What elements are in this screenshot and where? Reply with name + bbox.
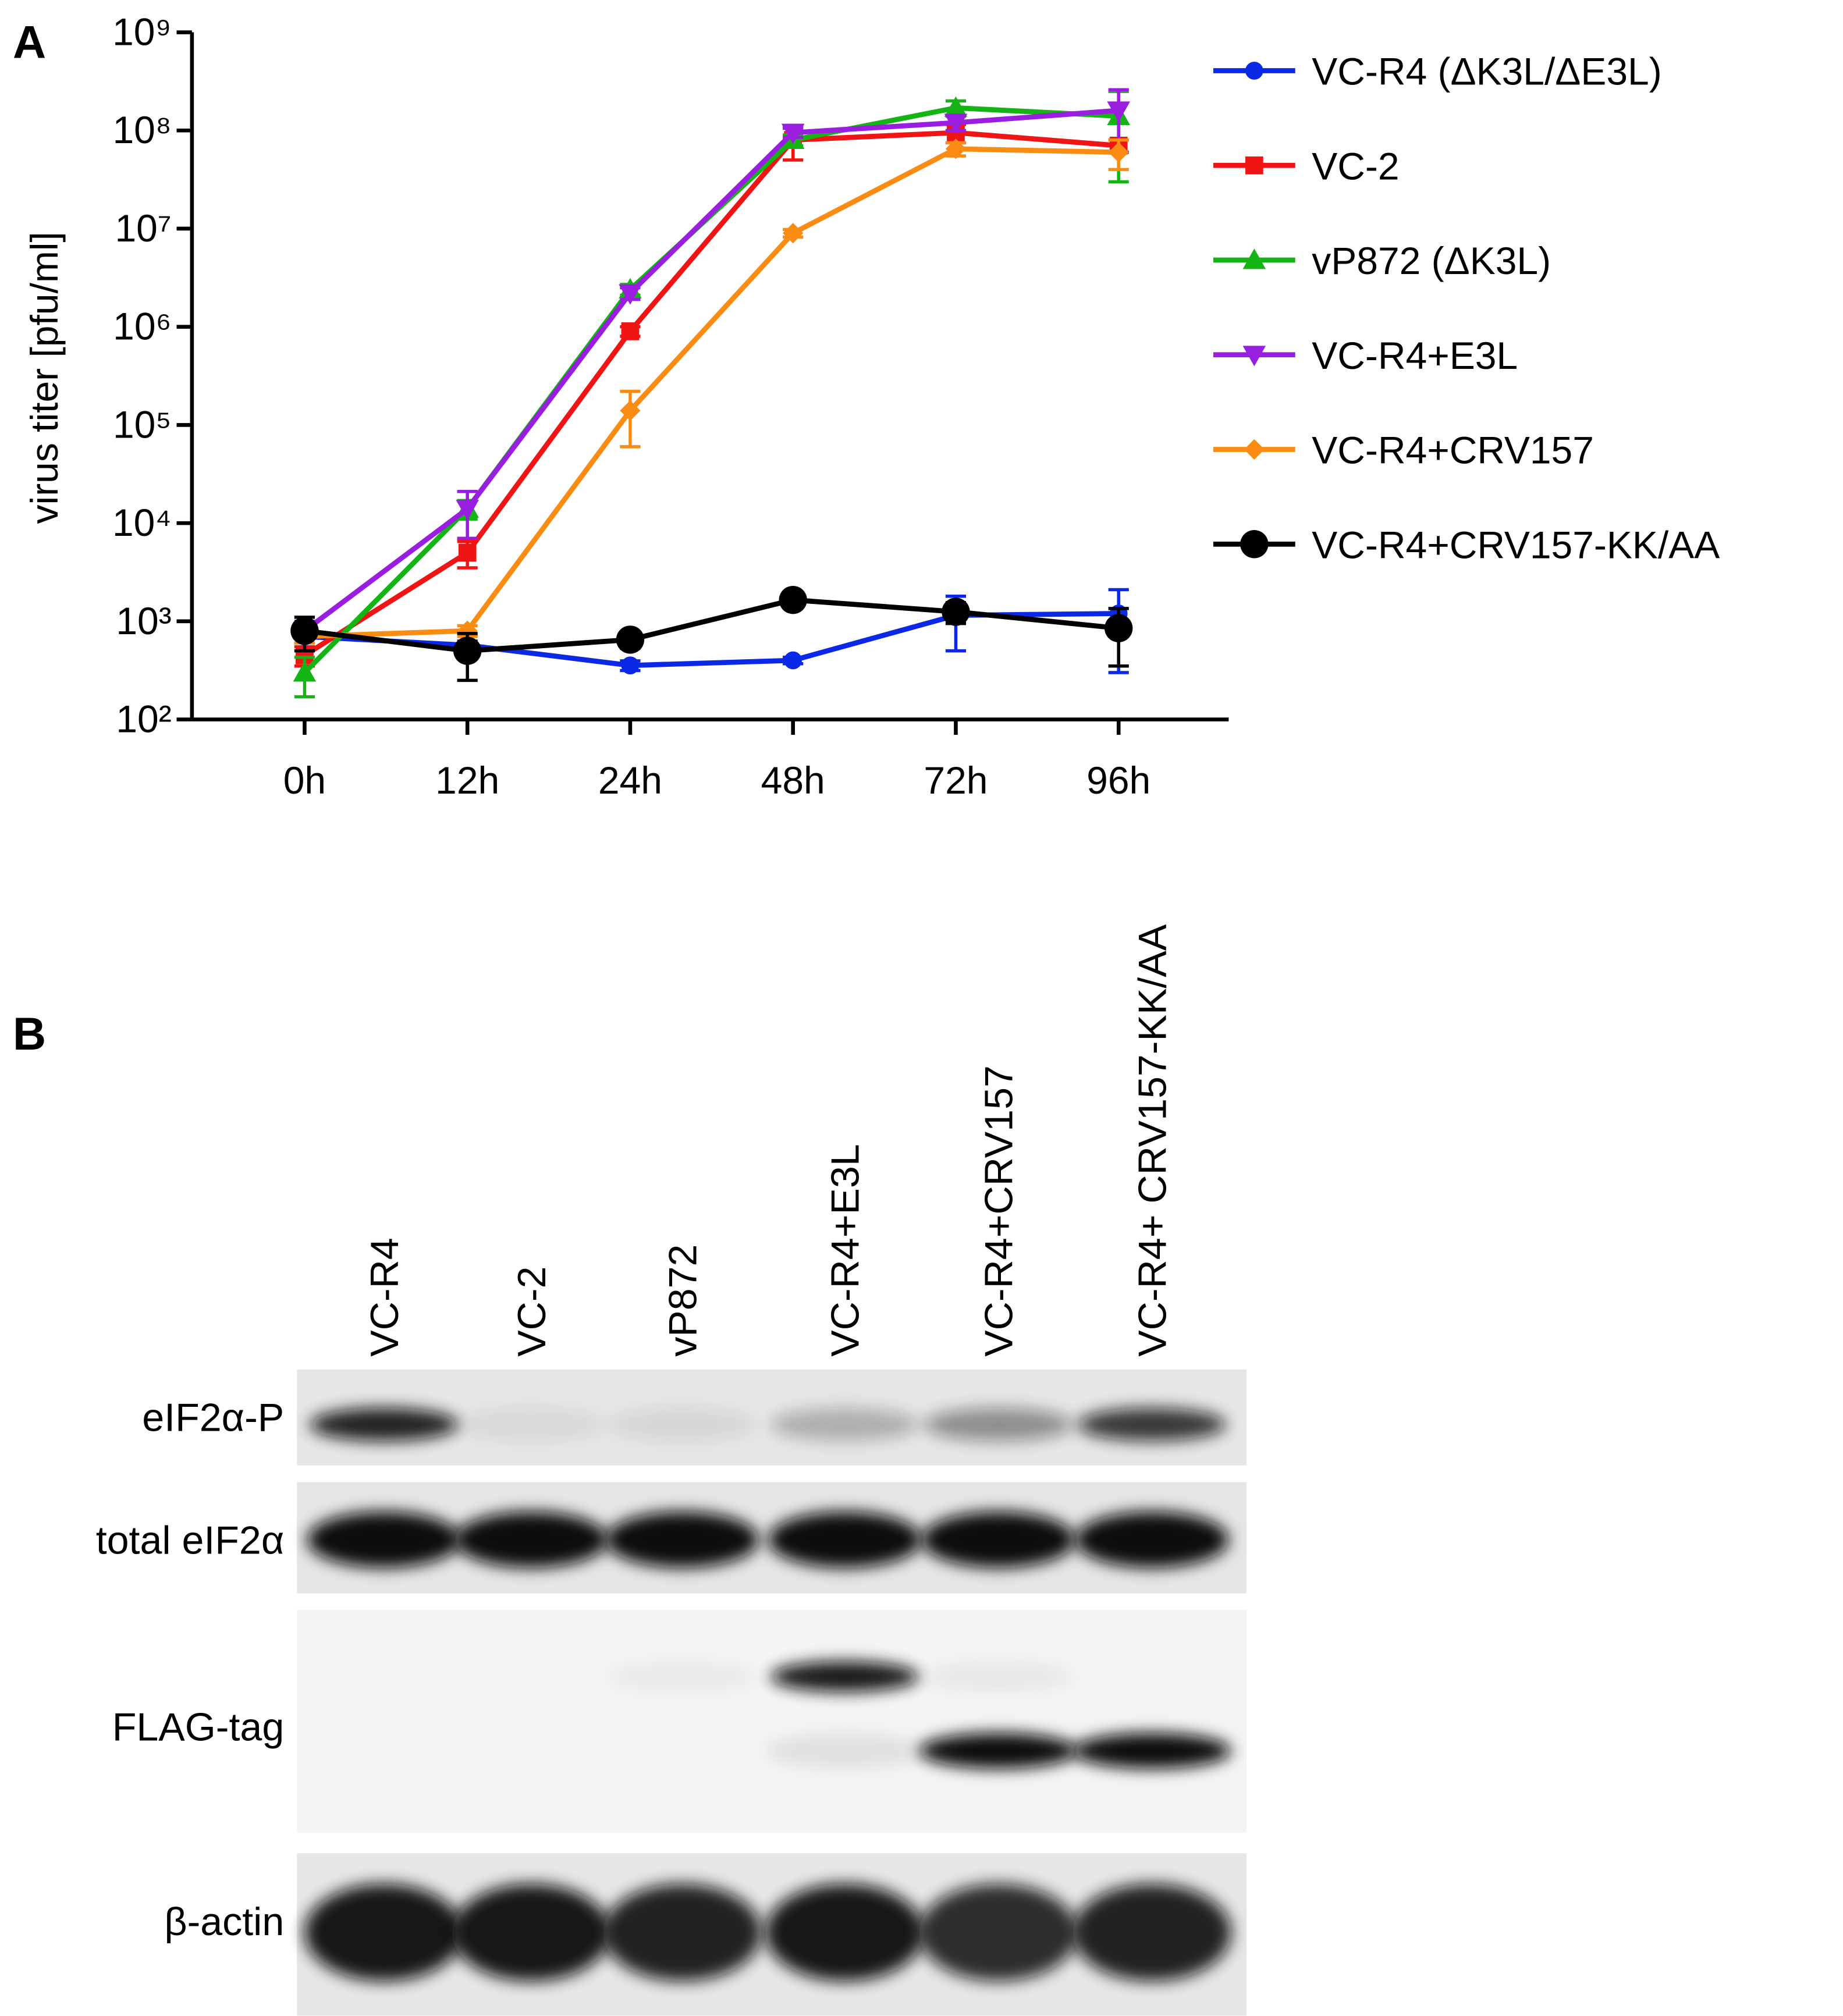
panel-label: B: [13, 1008, 46, 1059]
marker: [458, 543, 477, 562]
legend-marker: [1240, 530, 1269, 559]
series: [294, 123, 1129, 668]
y-tick-label: 10³: [116, 599, 171, 642]
band: [770, 1407, 919, 1441]
marker: [779, 585, 807, 614]
marker: [781, 123, 805, 144]
marker: [784, 651, 802, 670]
legend-marker: [1244, 439, 1265, 460]
y-tick-label: 10⁷: [115, 207, 171, 250]
y-tick-label: 10⁴: [112, 501, 172, 544]
legend-label: VC-R4+E3L: [1312, 334, 1518, 377]
series: [290, 585, 1133, 682]
x-tick-label: 24h: [598, 759, 662, 802]
row-label: eIF2α-P: [142, 1395, 284, 1439]
lane-label: VC-R4+ CRV157-KK/AA: [1131, 924, 1175, 1357]
series-line: [303, 108, 1119, 633]
band: [919, 1733, 1078, 1769]
marker: [1108, 142, 1129, 163]
legend-marker: [1242, 248, 1266, 269]
series: [293, 90, 1130, 699]
legend-label: VC-R4+CRV157-KK/AA: [1312, 523, 1720, 566]
row-label: β-actin: [164, 1900, 284, 1944]
marker: [944, 96, 968, 117]
series-line: [303, 105, 1119, 675]
marker: [945, 138, 967, 159]
marker: [1107, 101, 1130, 122]
x-tick-label: 72h: [924, 759, 988, 802]
band: [921, 1511, 1075, 1568]
marker: [621, 322, 640, 340]
band: [1075, 1511, 1229, 1568]
legend-label: VC-2: [1312, 144, 1399, 187]
band: [608, 1661, 757, 1693]
y-axis-label: virus titer [pfu/ml]: [23, 232, 66, 524]
blot-panel: [297, 1610, 1247, 1833]
lane-label: VC-R4+E3L: [823, 1144, 868, 1357]
x-tick-label: 48h: [761, 759, 825, 802]
marker: [616, 625, 645, 654]
band: [307, 1511, 461, 1568]
lane-label: VC-R4: [363, 1238, 407, 1357]
legend-label: VC-R4+CRV157: [1312, 429, 1594, 472]
band: [310, 1407, 459, 1441]
marker: [456, 500, 479, 521]
band: [924, 1407, 1073, 1441]
marker: [619, 284, 642, 305]
band: [452, 1883, 611, 1982]
band: [919, 1883, 1078, 1982]
band: [765, 1733, 924, 1769]
lane-label: vP872: [661, 1245, 705, 1357]
legend-marker: [1245, 62, 1263, 80]
series-line: [303, 130, 1119, 658]
marker: [944, 113, 968, 134]
legend-label: vP872 (ΔK3L): [1312, 239, 1551, 282]
marker: [293, 661, 317, 682]
band: [454, 1511, 608, 1568]
x-tick-label: 96h: [1086, 759, 1150, 802]
y-tick-label: 10²: [116, 698, 171, 741]
band: [457, 1407, 606, 1441]
lane-label: VC-R4+CRV157: [977, 1065, 1021, 1357]
band: [770, 1661, 919, 1693]
band: [304, 1883, 464, 1982]
row-label: total eIF2α: [96, 1519, 285, 1563]
x-tick-label: 0h: [283, 759, 326, 802]
band: [924, 1661, 1073, 1693]
y-tick-label: 10⁵: [113, 403, 172, 446]
band: [1073, 1883, 1231, 1982]
marker: [1105, 614, 1133, 642]
marker: [942, 598, 970, 626]
y-tick-label: 10⁸: [112, 108, 171, 151]
marker: [453, 637, 482, 665]
band: [1077, 1407, 1226, 1441]
band: [765, 1883, 924, 1982]
x-tick-label: 12h: [435, 759, 499, 802]
y-tick-label: 10⁹: [112, 10, 172, 54]
lane-label: VC-2: [510, 1267, 554, 1357]
marker: [290, 616, 319, 645]
band: [608, 1407, 757, 1441]
y-tick-label: 10⁶: [113, 305, 172, 348]
band: [605, 1511, 759, 1568]
legend-marker: [1245, 156, 1263, 175]
marker: [457, 620, 478, 641]
band: [602, 1883, 762, 1982]
legend-marker: [1242, 346, 1266, 367]
panel-label: A: [13, 16, 46, 68]
series-line: [304, 597, 1119, 654]
series-line: [304, 146, 1119, 639]
marker: [621, 656, 640, 675]
legend-label: VC-R4 (ΔK3L/ΔE3L): [1312, 50, 1661, 93]
marker: [620, 400, 641, 421]
band: [1073, 1733, 1231, 1769]
band: [768, 1511, 922, 1568]
row-label: FLAG-tag: [112, 1705, 284, 1750]
marker: [783, 223, 804, 244]
western-blot: VC-R4 VC-2 vP872 VC-R4+E3L VC-R4+CRV157 VC-R4…: [96, 924, 1247, 2016]
